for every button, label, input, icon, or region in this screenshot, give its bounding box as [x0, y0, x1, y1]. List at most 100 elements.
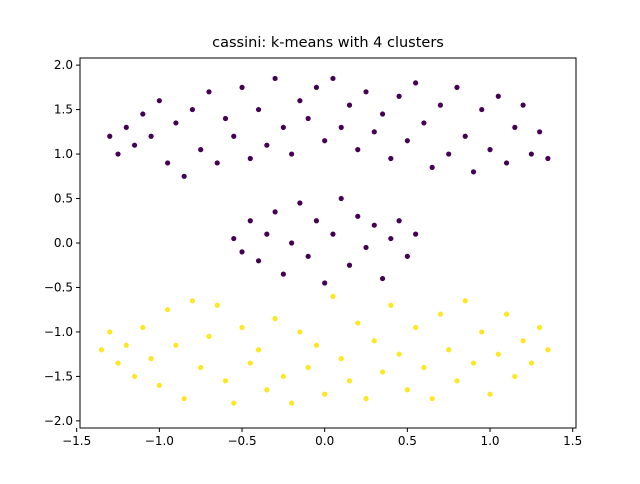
scatter-point-series-1: [280, 271, 286, 277]
scatter-point-series-2: [264, 387, 270, 393]
scatter-point-series-2: [156, 382, 162, 388]
scatter-point-series-2: [198, 364, 204, 371]
scatter-point-series-2: [214, 302, 220, 308]
scatter-point-series-1: [198, 147, 204, 153]
scatter-point-series-1: [520, 102, 526, 108]
scatter-point-series-2: [98, 347, 105, 353]
scatter-point-series-1: [305, 115, 311, 122]
y-axis: −2.0 −1.5 −1.0 −0.5 0.0 0.5 1.0 1.5 2.0: [44, 58, 80, 428]
scatter-point-series-1: [338, 195, 344, 202]
scatter-point-series-2: [231, 400, 237, 406]
scatter-point-series-1: [355, 213, 361, 219]
y-tick-label: −0.5: [44, 280, 73, 294]
scatter-point-series-1: [404, 253, 410, 259]
scatter-point-series-1: [313, 218, 320, 224]
scatter-point-series-1: [255, 106, 262, 113]
scatter-point-series-1: [545, 155, 551, 162]
y-tick-label: −2.0: [44, 414, 73, 428]
scatter-point-series-1: [355, 147, 361, 153]
scatter-point-series-1: [346, 102, 353, 108]
scatter-point-series-1: [495, 93, 501, 99]
scatter-point-series-2: [545, 347, 551, 353]
scatter-point-series-1: [289, 240, 295, 246]
x-tick-label: 0.0: [315, 434, 334, 448]
scatter-point-series-2: [239, 324, 245, 331]
x-tick-label: 1.5: [563, 434, 582, 448]
scatter-point-series-1: [272, 209, 278, 215]
scatter-point-series-2: [429, 396, 435, 402]
scatter-point-series-1: [123, 124, 129, 130]
scatter-point-series-2: [107, 329, 113, 335]
scatter-point-series-1: [239, 84, 245, 90]
scatter-point-series-2: [222, 378, 229, 384]
scatter-point-series-2: [363, 396, 369, 402]
scatter-point-series-1: [140, 111, 146, 117]
scatter-point-series-1: [429, 164, 435, 170]
scatter-point-series-1: [363, 244, 369, 251]
x-tick-label: 0.5: [398, 434, 417, 448]
scatter-point-series-1: [322, 138, 328, 144]
scatter-point-series-2: [272, 316, 278, 322]
scatter-point-series-1: [346, 262, 353, 268]
scatter-point-series-1: [454, 84, 460, 90]
scatter-point-series-1: [264, 231, 270, 237]
scatter-point-series-2: [289, 400, 295, 406]
chart-title: cassini: k-means with 4 clusters: [212, 35, 444, 51]
scatter-point-series-2: [173, 342, 179, 348]
scatter-point-series-2: [148, 356, 154, 362]
y-tick-label: 0.5: [54, 192, 73, 206]
y-tick-label: −1.5: [44, 369, 73, 383]
scatter-point-series-1: [396, 93, 402, 99]
scatter-point-series-2: [255, 347, 262, 353]
x-tick-label: −0.5: [227, 434, 256, 448]
scatter-point-series-1: [421, 120, 427, 126]
scatter-point-series-2: [454, 378, 460, 384]
scatter-point-series-2: [528, 360, 534, 366]
scatter-point-series-1: [289, 151, 295, 157]
scatter-point-series-1: [413, 80, 419, 86]
scatter-point-series-2: [512, 373, 518, 380]
scatter-point-series-2: [503, 311, 510, 317]
scatter-point-series-1: [446, 151, 452, 157]
scatter-point-series-2: [131, 373, 138, 380]
scatter-point-series-2: [396, 351, 402, 357]
scatter-point-series-2: [404, 387, 410, 393]
scatter-point-series-2: [338, 356, 344, 362]
scatter-point-series-1: [264, 142, 270, 148]
x-tick-label: −1.0: [145, 434, 174, 448]
scatter-point-series-1: [313, 84, 320, 90]
points-layer: [98, 75, 551, 406]
scatter-point-series-1: [479, 106, 485, 113]
scatter-point-series-2: [520, 338, 526, 344]
scatter-point-series-1: [222, 115, 229, 122]
scatter-point-series-2: [140, 324, 146, 331]
scatter-point-series-1: [388, 235, 394, 242]
scatter-point-series-1: [156, 98, 162, 104]
scatter-point-series-1: [107, 133, 113, 139]
scatter-point-series-2: [495, 351, 501, 357]
scatter-point-series-2: [462, 298, 468, 304]
scatter-point-series-1: [165, 160, 171, 166]
scatter-point-series-2: [181, 396, 187, 402]
scatter-point-series-1: [231, 235, 237, 242]
scatter-point-series-2: [371, 338, 377, 344]
scatter-point-series-2: [379, 369, 386, 375]
scatter-point-series-2: [470, 360, 477, 366]
scatter-point-series-1: [437, 102, 444, 108]
scatter-point-series-1: [206, 89, 212, 95]
scatter-point-series-1: [413, 231, 419, 237]
scatter-point-series-1: [131, 142, 138, 148]
scatter-point-series-2: [189, 298, 196, 304]
scatter-point-series-2: [388, 302, 394, 308]
scatter-point-series-1: [297, 98, 303, 104]
scatter-point-series-1: [396, 218, 402, 224]
scatter-point-series-1: [487, 147, 493, 153]
scatter-point-series-1: [371, 129, 377, 135]
scatter-point-series-1: [330, 75, 336, 82]
scatter-point-series-1: [255, 258, 262, 264]
scatter-point-series-1: [330, 231, 336, 237]
scatter-point-series-1: [338, 124, 344, 130]
scatter-point-series-1: [148, 133, 154, 139]
scatter-point-series-1: [181, 173, 187, 179]
